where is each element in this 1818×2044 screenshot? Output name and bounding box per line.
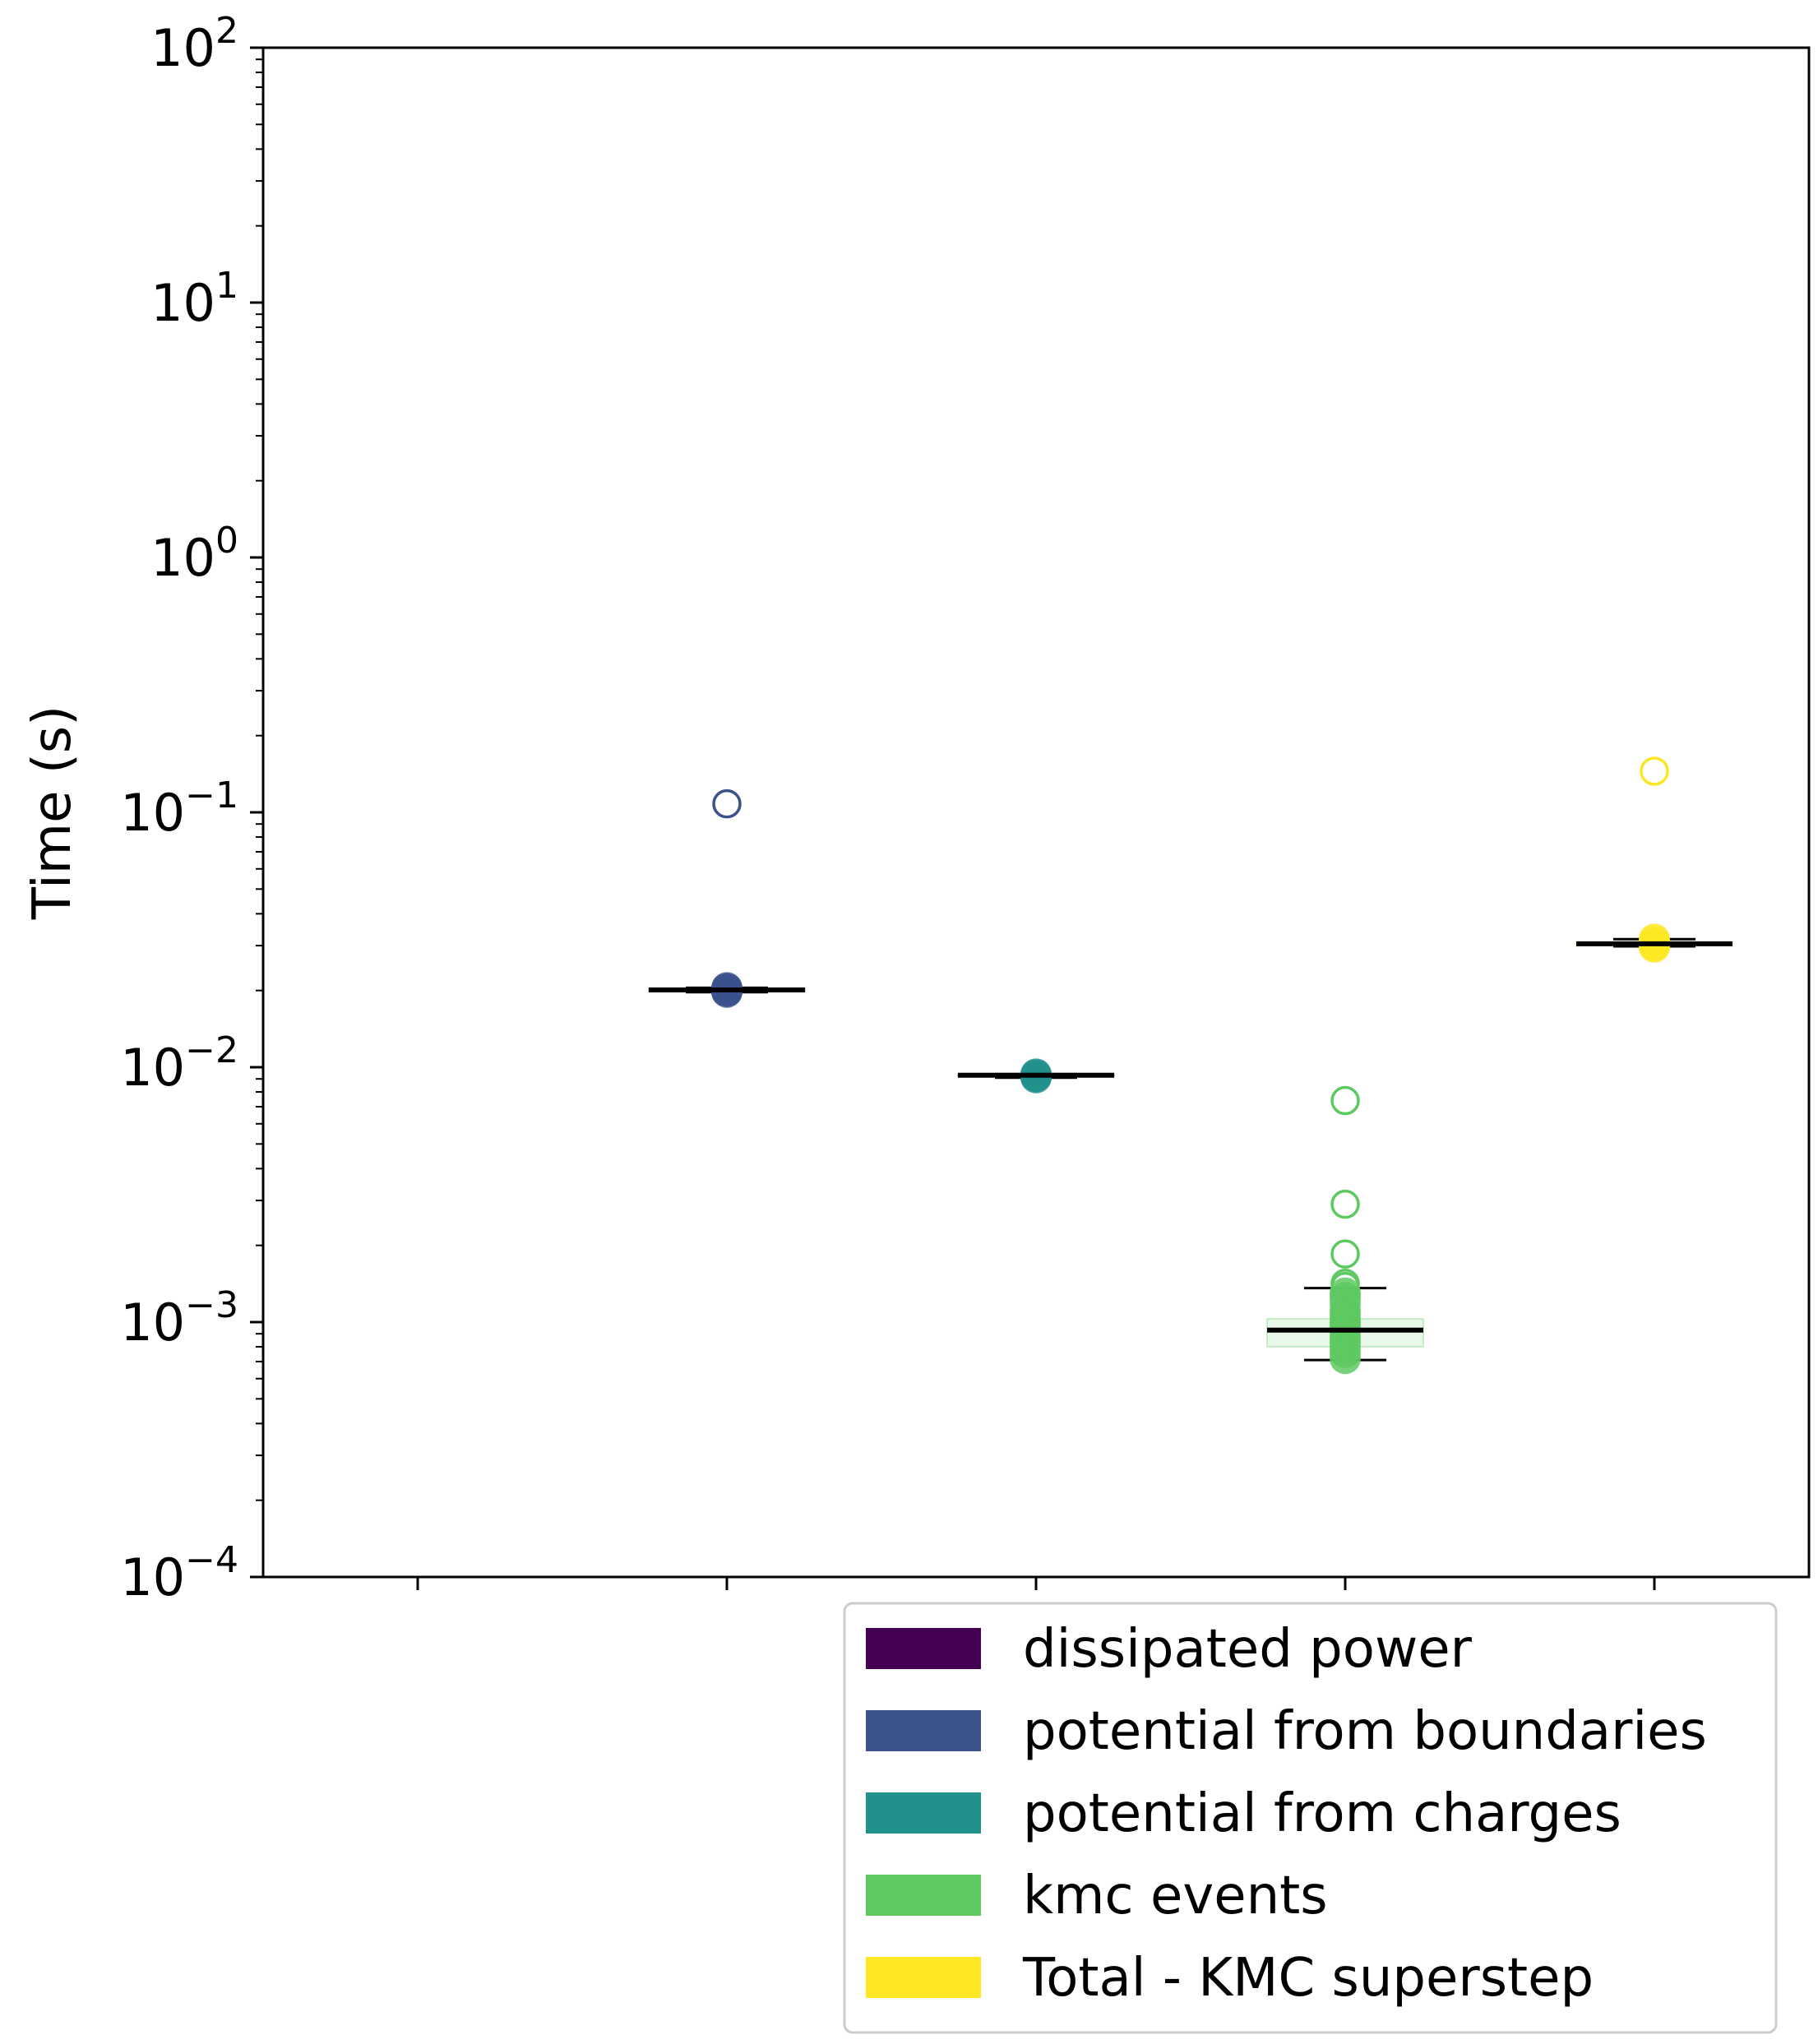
outlier-point bbox=[1640, 756, 1669, 786]
legend-label: potential from boundaries bbox=[1023, 1701, 1707, 1762]
box-potential-from-charges bbox=[957, 1058, 1115, 1094]
y-tick-label-base: 10 bbox=[150, 18, 215, 78]
box-potential-from-boundaries bbox=[648, 788, 806, 1008]
legend-swatch bbox=[866, 1628, 981, 1669]
y-tick-label-exponent: −2 bbox=[185, 1029, 238, 1071]
legend-label: dissipated power bbox=[1023, 1619, 1473, 1680]
x-axis-ticks bbox=[416, 1577, 1656, 1590]
outlier-point bbox=[1330, 1189, 1360, 1219]
y-tick-label: 100 bbox=[150, 520, 238, 588]
box-total-kmc-superstep bbox=[1575, 756, 1733, 963]
boxes bbox=[648, 756, 1733, 1375]
y-tick-label-exponent: 1 bbox=[215, 265, 238, 307]
box-kmc-events bbox=[1266, 1085, 1424, 1375]
y-tick-label-exponent: −3 bbox=[185, 1284, 238, 1326]
legend-frame bbox=[843, 1602, 1778, 2034]
plot-area-frame bbox=[261, 46, 1811, 1579]
sample-point bbox=[1330, 1277, 1361, 1309]
y-tick-label: 10−1 bbox=[120, 775, 238, 843]
y-tick-label: 10−2 bbox=[120, 1029, 238, 1098]
y-tick-label-base: 10 bbox=[150, 528, 215, 588]
y-tick-label: 102 bbox=[150, 10, 238, 78]
outlier-point bbox=[712, 788, 742, 819]
sample-point bbox=[1639, 923, 1670, 955]
y-axis-title: Time (s) bbox=[22, 705, 83, 920]
y-tick-label-exponent: −4 bbox=[185, 1539, 238, 1581]
y-tick-label-base: 10 bbox=[120, 783, 185, 843]
y-tick-label: 10−4 bbox=[120, 1539, 238, 1607]
legend-label: kmc events bbox=[1023, 1866, 1328, 1926]
y-tick-label-base: 10 bbox=[120, 1293, 185, 1353]
outlier-point bbox=[1330, 1239, 1360, 1269]
legend: dissipated power potential from boundarie… bbox=[843, 1602, 1778, 2034]
legend-swatch bbox=[866, 1710, 981, 1751]
outlier-point bbox=[1330, 1271, 1360, 1302]
legend-swatch bbox=[866, 1957, 981, 1998]
y-tick-label-exponent: 0 bbox=[215, 520, 238, 562]
y-tick-label-base: 10 bbox=[120, 1038, 185, 1098]
outlier-point bbox=[1330, 1085, 1360, 1116]
y-tick-label-exponent: 2 bbox=[215, 10, 238, 52]
legend-label: Total - KMC superstep bbox=[1022, 1948, 1594, 2009]
y-tick-label: 101 bbox=[150, 265, 238, 333]
legend-label: potential from charges bbox=[1023, 1783, 1621, 1844]
y-tick-label-exponent: −1 bbox=[185, 775, 238, 816]
y-tick-label-base: 10 bbox=[120, 1547, 185, 1607]
y-tick-label: 10−3 bbox=[120, 1284, 238, 1353]
legend-swatch bbox=[866, 1792, 981, 1834]
legend-swatch bbox=[866, 1875, 981, 1916]
y-tick-label-base: 10 bbox=[150, 273, 215, 333]
